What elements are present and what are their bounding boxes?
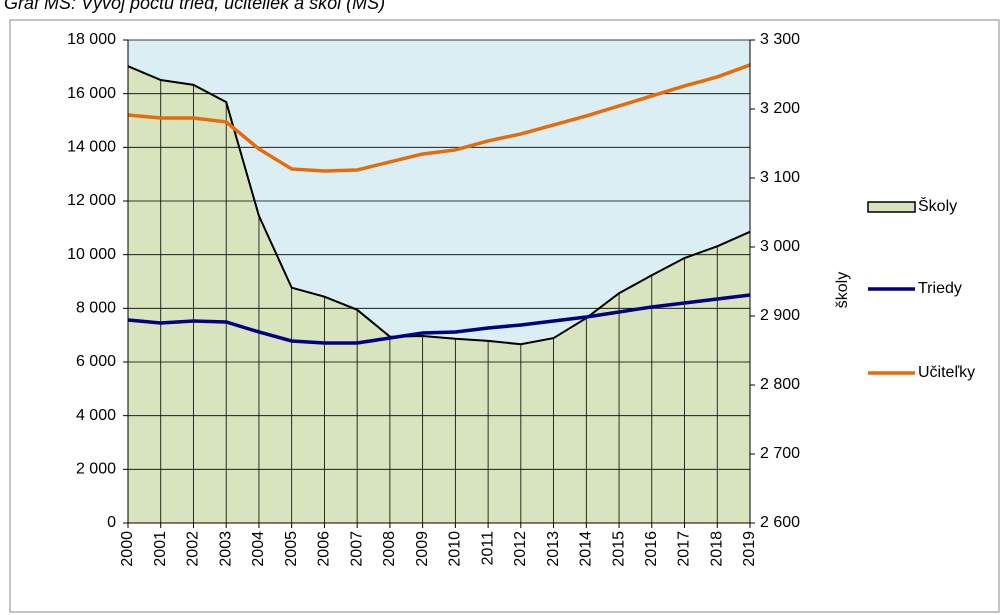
x-tick-label: 2016: [643, 531, 660, 567]
y2-tick-label: 2 600: [760, 514, 800, 531]
x-tick-label: 2012: [512, 531, 529, 567]
x-tick-label: 2011: [479, 531, 496, 566]
y-tick-label: 4 000: [76, 407, 116, 424]
y2-axis-label: školy: [834, 272, 851, 308]
y-tick-label: 2 000: [76, 461, 116, 478]
x-tick-label: 2010: [447, 531, 464, 567]
y-tick-label: 16 000: [67, 85, 116, 102]
x-tick-label: 2006: [316, 531, 333, 567]
x-tick-label: 2019: [741, 531, 758, 567]
x-tick-label: 2017: [676, 531, 693, 567]
y-tick-label: 14 000: [67, 139, 116, 156]
chart-title: Graf MŠ: Vývoj počtu tried, učiteliek a …: [4, 0, 385, 13]
y-tick-label: 12 000: [67, 192, 116, 209]
y2-tick-label: 2 900: [760, 307, 800, 324]
y-tick-label: 8 000: [76, 300, 116, 317]
x-tick-label: 2018: [708, 531, 725, 567]
area: [128, 66, 750, 523]
x-tick-label: 2015: [610, 531, 627, 567]
y2-tick-label: 3 100: [760, 169, 800, 186]
y-tick-label: 6 000: [76, 353, 116, 370]
x-tick-label: 2013: [545, 531, 562, 567]
legend-label: Školy: [918, 196, 957, 215]
x-tick-label: 2000: [119, 531, 136, 567]
line: [127, 63, 751, 173]
y2-tick-label: 3 200: [760, 100, 800, 117]
y2-tick-label: 3 300: [760, 31, 800, 48]
legend-label: Triedy: [918, 280, 962, 297]
y-tick-label: 18 000: [67, 31, 116, 48]
x-tick-label: 2002: [185, 531, 202, 567]
y2-tick-label: 2 800: [760, 376, 800, 393]
x-tick-label: 2008: [381, 531, 398, 567]
legend-swatch: [867, 201, 916, 213]
x-tick-label: 2014: [578, 531, 595, 567]
area-outline: [127, 65, 751, 346]
x-tick-label: 2005: [283, 531, 300, 567]
line: [127, 293, 751, 345]
x-tick-label: 2009: [414, 531, 431, 567]
y-tick-label: 0: [107, 514, 116, 531]
x-tick-label: 2007: [348, 531, 365, 567]
x-tick-label: 2001: [152, 531, 169, 567]
x-tick-label: 2003: [217, 531, 234, 567]
legend-label: Učiteľky: [918, 364, 975, 381]
y2-tick-label: 2 700: [760, 445, 800, 462]
y2-tick-label: 3 000: [760, 238, 800, 255]
x-tick-label: 2004: [250, 531, 267, 567]
y-tick-label: 10 000: [67, 246, 116, 263]
